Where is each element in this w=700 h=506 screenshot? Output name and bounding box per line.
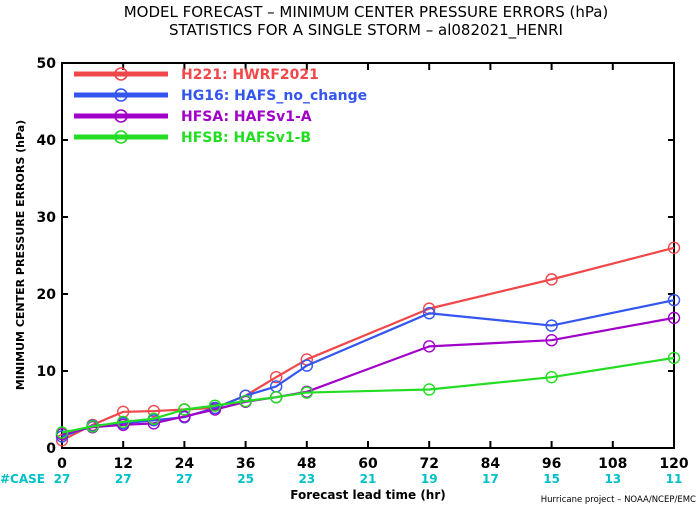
x-tick-label: 108: [598, 456, 627, 472]
case-counts: 27 27 27 25 23 21 19 17 15 13 11: [54, 472, 683, 486]
case-count: 27: [54, 472, 71, 486]
data-point: [208, 399, 222, 412]
legend-label: HFSA: HAFSv1-A: [181, 109, 312, 125]
x-tick-label: 0: [57, 456, 67, 472]
y-tick-label: 0: [46, 441, 56, 457]
data-point: [423, 340, 436, 353]
data-point: [55, 434, 69, 447]
data-point: [147, 404, 161, 418]
x-tick-label: 120: [659, 456, 688, 472]
x-tick-label: 48: [297, 456, 316, 472]
legend-label: HFSB: HAFSv1-B: [181, 130, 311, 146]
data-point: [55, 426, 69, 439]
legend-marker: [114, 130, 128, 144]
credit-text: Hurricane project – NOAA/NCEP/EMC: [541, 495, 696, 505]
data-point: [116, 415, 130, 429]
case-count: 27: [176, 472, 193, 486]
x-tick-label: 72: [419, 456, 438, 472]
legend-label: H221: HWRF2021: [181, 67, 319, 83]
chart-subtitle: STATISTICS FOR A SINGLE STORM – al082021…: [169, 21, 563, 40]
data-point: [178, 403, 191, 416]
y-axis-ticks: 0 10 20 30 40 50: [37, 56, 674, 457]
y-tick-label: 50: [37, 56, 57, 72]
legend-marker: [114, 67, 128, 81]
x-tick-label: 60: [358, 456, 378, 472]
data-point: [667, 351, 681, 365]
data-point: [270, 390, 283, 404]
data-point: [300, 359, 313, 372]
series-4: [55, 351, 681, 439]
data-point: [667, 311, 681, 325]
case-label: #CASE: [0, 472, 45, 486]
data-point: [423, 383, 436, 396]
x-tick-label: 36: [236, 456, 255, 472]
series-group: [55, 241, 681, 447]
case-count: 11: [666, 472, 683, 486]
data-point: [667, 241, 681, 255]
x-tick-label: 84: [481, 456, 501, 472]
case-count: 17: [482, 472, 499, 486]
data-point: [300, 386, 313, 399]
y-tick-label: 40: [37, 133, 57, 149]
x-tick-label: 96: [542, 456, 561, 472]
legend-label: HG16: HAFS_no_change: [181, 88, 367, 104]
data-point: [208, 403, 222, 416]
legend-marker: [114, 88, 128, 102]
series-line: [61, 246, 675, 442]
data-point: [178, 410, 191, 423]
x-tick-label: 24: [175, 456, 195, 472]
x-tick-label: 12: [113, 456, 132, 472]
data-point: [116, 418, 130, 432]
data-point: [423, 307, 436, 320]
case-count: 15: [543, 472, 560, 486]
data-point: [545, 319, 558, 332]
chart-title: MODEL FORECAST – MINIMUM CENTER PRESSURE…: [124, 3, 609, 21]
data-point: [147, 412, 161, 425]
case-count: 13: [604, 472, 621, 486]
data-point: [86, 420, 99, 433]
y-tick-label: 20: [37, 287, 57, 303]
data-point: [545, 273, 558, 286]
legend: H221: HWRF2021 HG16: HAFS_no_change HFSA: …: [74, 67, 367, 146]
data-point: [545, 370, 558, 384]
data-point: [270, 370, 283, 384]
y-tick-label: 10: [37, 364, 57, 380]
data-point: [239, 394, 252, 408]
y-tick-label: 30: [37, 210, 57, 226]
case-count: 27: [115, 472, 132, 486]
x-axis-label: Forecast lead time (hr): [290, 488, 446, 502]
case-count: 25: [237, 472, 254, 486]
data-point: [667, 293, 681, 307]
case-count: 23: [298, 472, 315, 486]
case-count: 19: [421, 472, 438, 486]
y-axis-label: MINIMUM CENTER PRESSURE ERRORS (hPa): [14, 120, 27, 390]
legend-marker: [114, 109, 128, 123]
data-point: [545, 334, 558, 347]
case-count: 21: [360, 472, 377, 486]
